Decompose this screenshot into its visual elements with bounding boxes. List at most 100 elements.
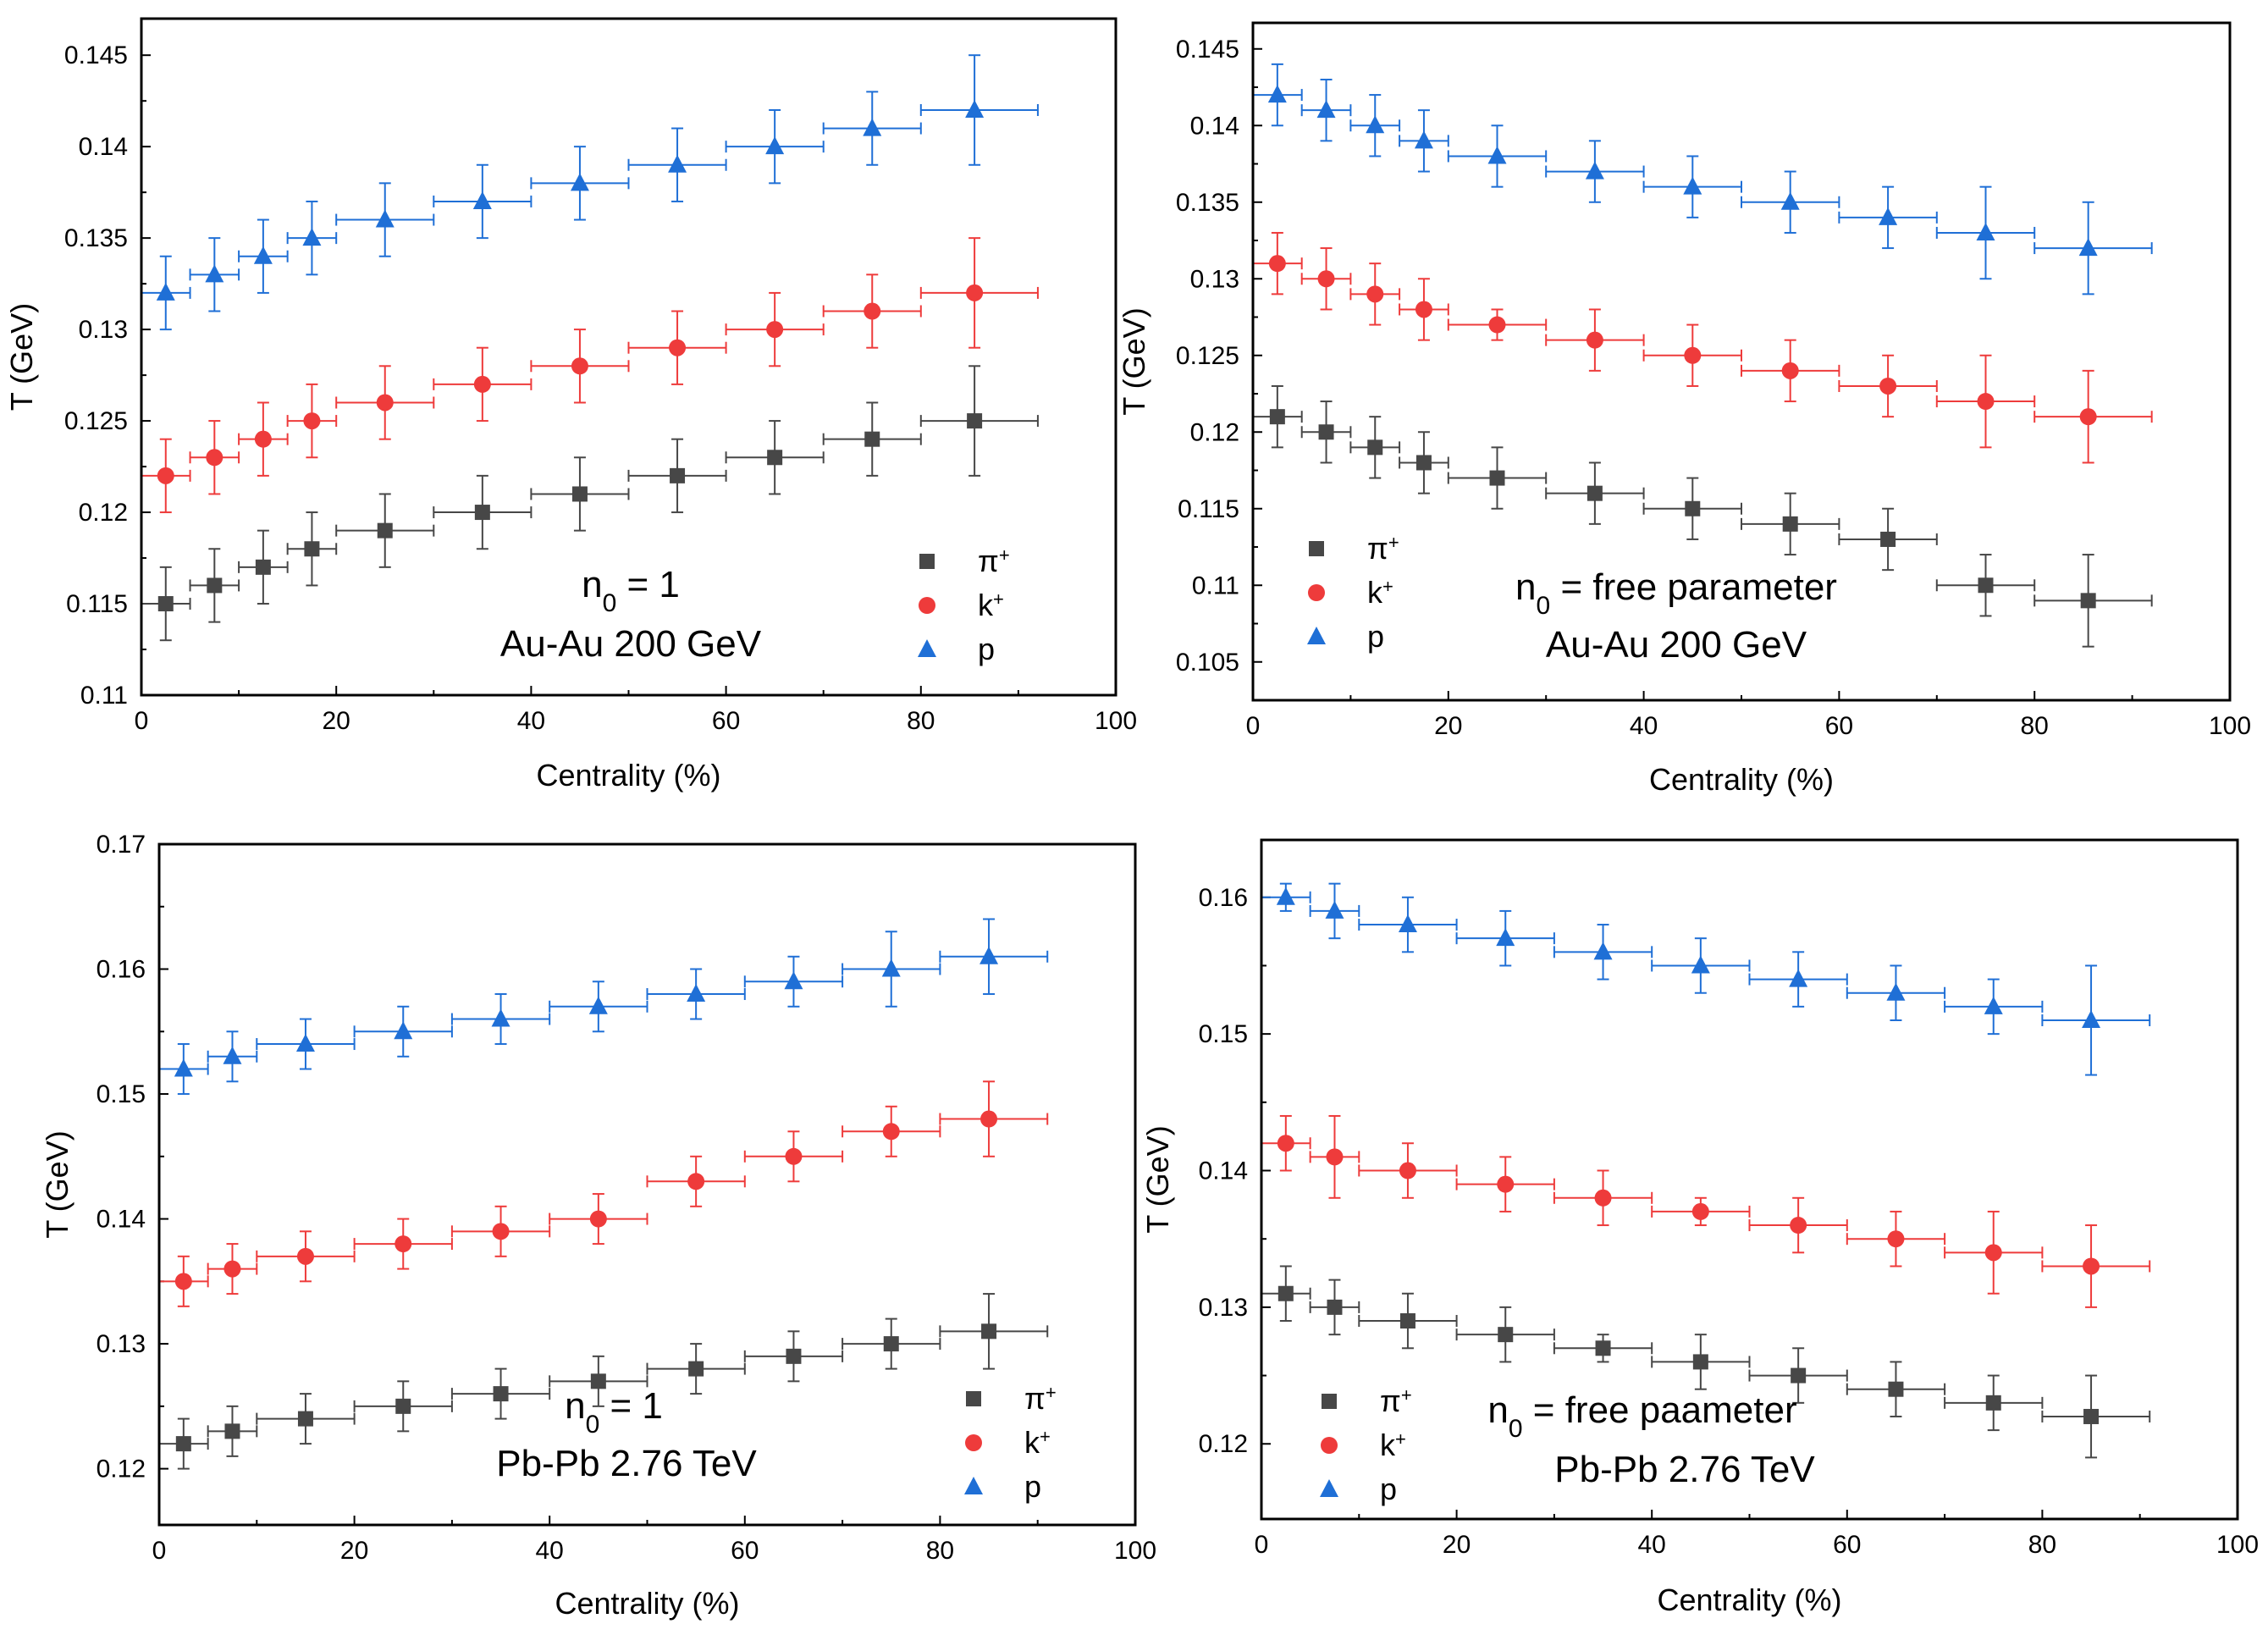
x-tick-label: 80 <box>2021 712 2049 740</box>
data-point-p <box>1886 982 1906 1001</box>
legend-marker-k <box>1308 584 1325 601</box>
x-tick-label: 100 <box>2216 1531 2259 1559</box>
data-point-pi <box>1318 424 1334 440</box>
data-point-p <box>1276 887 1295 905</box>
data-point-pi <box>224 1423 240 1439</box>
series-p <box>1261 882 2151 1076</box>
data-point-k <box>1887 1230 1905 1248</box>
data-point-p <box>1593 942 1613 960</box>
legend-marker-pi <box>966 1391 981 1406</box>
data-point-k <box>1399 1162 1416 1179</box>
data-point-p <box>1976 222 1995 240</box>
annotation-system: Pb-Pb 2.76 TeV <box>496 1443 757 1484</box>
y-tick-label: 0.11 <box>1192 572 1239 599</box>
legend: π+ k+ p <box>1307 531 1399 654</box>
x-axis-title: Centrality (%) <box>1657 1583 1841 1617</box>
data-point-k <box>571 357 588 375</box>
series-pi <box>1261 1265 2151 1459</box>
data-point-k <box>1277 1135 1294 1152</box>
y-tick-label: 0.16 <box>1199 884 1248 912</box>
legend-marker-k <box>1321 1437 1338 1454</box>
x-tick-label: 100 <box>2209 712 2251 740</box>
data-point-p <box>1879 207 1898 225</box>
data-point-p <box>491 1008 510 1027</box>
data-point-pi <box>1888 1381 1904 1397</box>
x-tick-label: 60 <box>731 1537 759 1565</box>
x-tick-label: 0 <box>135 707 149 735</box>
data-point-pi <box>157 596 174 612</box>
x-tick-label: 0 <box>1255 1531 1269 1559</box>
data-point-p <box>1398 914 1417 933</box>
data-point-k <box>1879 377 1897 395</box>
data-point-k <box>296 1247 314 1265</box>
y-tick-label: 0.12 <box>1199 1430 1248 1458</box>
data-point-p <box>174 1058 193 1077</box>
data-point-k <box>1984 1244 2002 1262</box>
data-point-pi <box>571 486 588 502</box>
data-point-pi <box>2083 1408 2100 1424</box>
legend-marker-pi <box>1322 1394 1337 1409</box>
data-point-k <box>1790 1217 1807 1235</box>
legend-marker-k <box>965 1434 982 1451</box>
data-point-k <box>1488 316 1506 334</box>
y-tick-label: 0.13 <box>1199 1294 1248 1322</box>
data-point-k <box>669 339 687 356</box>
x-tick-label: 60 <box>712 707 740 735</box>
x-tick-label: 40 <box>517 707 545 735</box>
x-tick-label: 20 <box>1434 712 1462 740</box>
annotation-model: n0 = free parameter <box>1515 566 1837 620</box>
data-point-p <box>205 264 224 283</box>
data-point-k <box>1594 1189 1612 1207</box>
data-point-k <box>395 1235 412 1253</box>
data-point-k <box>1586 331 1603 349</box>
data-point-pi <box>967 413 983 429</box>
legend-marker-pi <box>1309 541 1324 556</box>
data-point-p <box>295 1034 315 1052</box>
legend-label-k: k+ <box>978 588 1004 622</box>
y-tick-label: 0.135 <box>1176 189 1239 217</box>
data-point-k <box>1497 1175 1515 1193</box>
annotation-model: n0 = 1 <box>582 564 680 617</box>
y-tick-label: 0.105 <box>1176 649 1239 677</box>
x-tick-label: 80 <box>926 1537 954 1565</box>
data-point-pi <box>474 505 490 521</box>
data-point-pi <box>1399 1313 1415 1329</box>
data-point-p <box>1316 100 1336 119</box>
y-tick-label: 0.15 <box>97 1080 146 1108</box>
series-k <box>1252 231 2153 464</box>
data-point-pi <box>864 431 880 447</box>
legend-marker-k <box>919 597 935 614</box>
data-point-k <box>1415 301 1432 318</box>
annotation-system: Pb-Pb 2.76 TeV <box>1554 1449 1815 1490</box>
data-point-k <box>492 1223 510 1240</box>
data-point-pi <box>1586 485 1603 501</box>
y-tick-label: 0.14 <box>1190 112 1239 140</box>
y-tick-label: 0.13 <box>1190 265 1239 293</box>
data-point-p <box>1789 969 1808 987</box>
y-tick-label: 0.14 <box>97 1206 146 1234</box>
data-point-pi <box>1327 1299 1343 1315</box>
data-point-pi <box>1791 1367 1807 1384</box>
data-point-k <box>2079 408 2097 426</box>
data-point-pi <box>1367 439 1383 456</box>
data-point-k <box>223 1260 241 1278</box>
y-axis-title: T (GeV) <box>4 303 39 411</box>
data-point-pi <box>1498 1327 1514 1343</box>
x-tick-label: 40 <box>1630 712 1658 740</box>
y-tick-label: 0.11 <box>80 682 128 710</box>
plot-frame <box>140 17 1117 697</box>
data-point-pi <box>493 1386 509 1402</box>
y-tick-label: 0.14 <box>1199 1157 1248 1185</box>
data-point-p <box>979 946 999 964</box>
x-axis-title: Centrality (%) <box>536 758 720 793</box>
y-axis-title: T (GeV) <box>1117 307 1151 415</box>
annotation-system: Au-Au 200 GeV <box>500 623 762 665</box>
data-point-p <box>223 1046 242 1064</box>
data-point-p <box>1267 85 1287 103</box>
y-tick-label: 0.12 <box>1190 418 1239 446</box>
legend-marker-p <box>964 1477 983 1494</box>
data-point-pi <box>304 541 320 557</box>
data-point-p <box>588 996 608 1014</box>
series-p <box>1252 63 2153 296</box>
